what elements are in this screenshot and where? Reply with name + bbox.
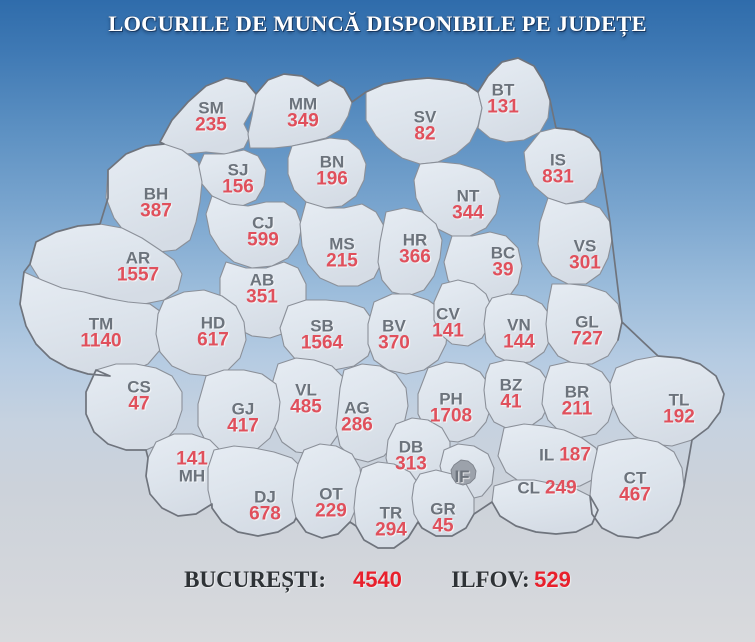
county-shape-vn: [483, 293, 553, 365]
map-svg: [19, 57, 725, 549]
county-shape-cl: [491, 479, 599, 535]
county-shape-bz: [483, 359, 551, 431]
ilfov-label: ILFOV:: [451, 567, 530, 592]
county-shape-vl: [271, 357, 349, 455]
county-shape-gl: [545, 283, 623, 365]
county-shape-sm: [159, 77, 257, 155]
country-outline: [19, 57, 725, 549]
county-shape-vs: [537, 197, 613, 285]
ilfov-value: 529: [534, 567, 571, 592]
county-shape-hr: [377, 207, 443, 297]
county-shape-hd: [155, 289, 247, 377]
county-shape-sb: [279, 299, 375, 371]
county-shape-bn: [287, 137, 367, 209]
bucharest-capital-marker: [450, 459, 477, 486]
county-shape-tr: [353, 461, 423, 549]
bucuresti-label: BUCUREȘTI:: [184, 567, 327, 592]
page-title: LOCURILE DE MUNCĂ DISPONIBILE PE JUDEȚE: [108, 11, 647, 36]
bucuresti-value: 4540: [352, 567, 402, 592]
county-shape-gj: [197, 369, 281, 457]
county-shape-bv: [367, 293, 449, 375]
county-shape-sv: [365, 77, 483, 165]
county-shape-bt: [477, 57, 551, 143]
county-shape-ms: [299, 201, 387, 287]
romania-counties-map: SM 235 MM 349 BT 131 SV 82 SJ 156 BN 196 IS 831 BH 387 N…: [0, 46, 755, 556]
county-shape-nt: [413, 161, 501, 237]
county-shape-sj: [197, 149, 267, 207]
county-shape-cv: [433, 279, 493, 347]
county-shape-br: [541, 361, 615, 439]
county-shape-ph: [417, 361, 493, 443]
county-shape-ct: [589, 437, 685, 539]
county-polygons: [19, 57, 725, 549]
county-shape-cj: [205, 195, 303, 269]
footer-capital-figures: BUCUREȘTI: 4540 ILFOV: 529: [0, 567, 755, 593]
